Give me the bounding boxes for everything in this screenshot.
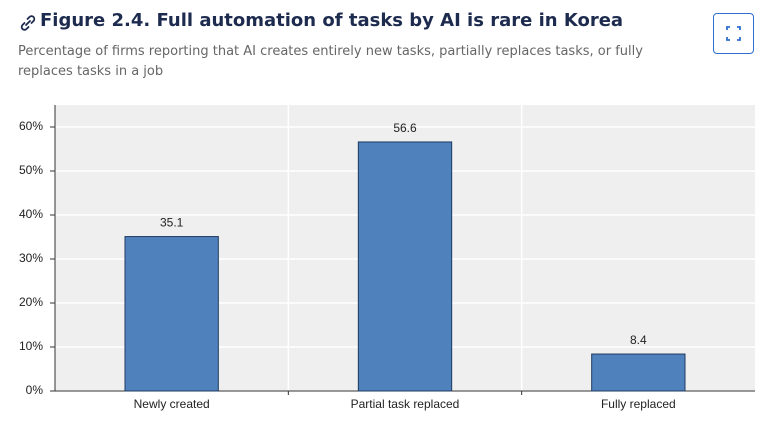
value-label: 35.1 <box>160 216 184 230</box>
chart-title: Figure 2.4. Full automation of tasks by … <box>40 10 624 31</box>
x-tick-label: Partial task replaced <box>351 397 460 411</box>
y-tick-label: 30% <box>19 251 43 265</box>
chart-subtitle: Percentage of firms reporting that AI cr… <box>18 44 643 79</box>
y-tick-label: 0% <box>26 383 44 397</box>
value-label: 56.6 <box>393 121 417 135</box>
plot-area <box>55 105 755 391</box>
y-tick-label: 40% <box>19 207 43 221</box>
expand-button[interactable] <box>713 13 754 54</box>
x-tick-label: Newly created <box>134 397 210 411</box>
bar <box>124 236 219 392</box>
link-icon[interactable] <box>18 13 38 33</box>
y-tick-label: 50% <box>19 163 43 177</box>
y-tick-label: 60% <box>19 119 43 133</box>
expand-icon <box>726 26 741 41</box>
value-label: 8.4 <box>630 333 647 347</box>
bar <box>357 141 453 392</box>
bar <box>591 353 686 392</box>
y-tick-label: 20% <box>19 295 43 309</box>
x-tick-label: Fully replaced <box>601 397 676 411</box>
y-tick-label: 10% <box>19 339 43 353</box>
